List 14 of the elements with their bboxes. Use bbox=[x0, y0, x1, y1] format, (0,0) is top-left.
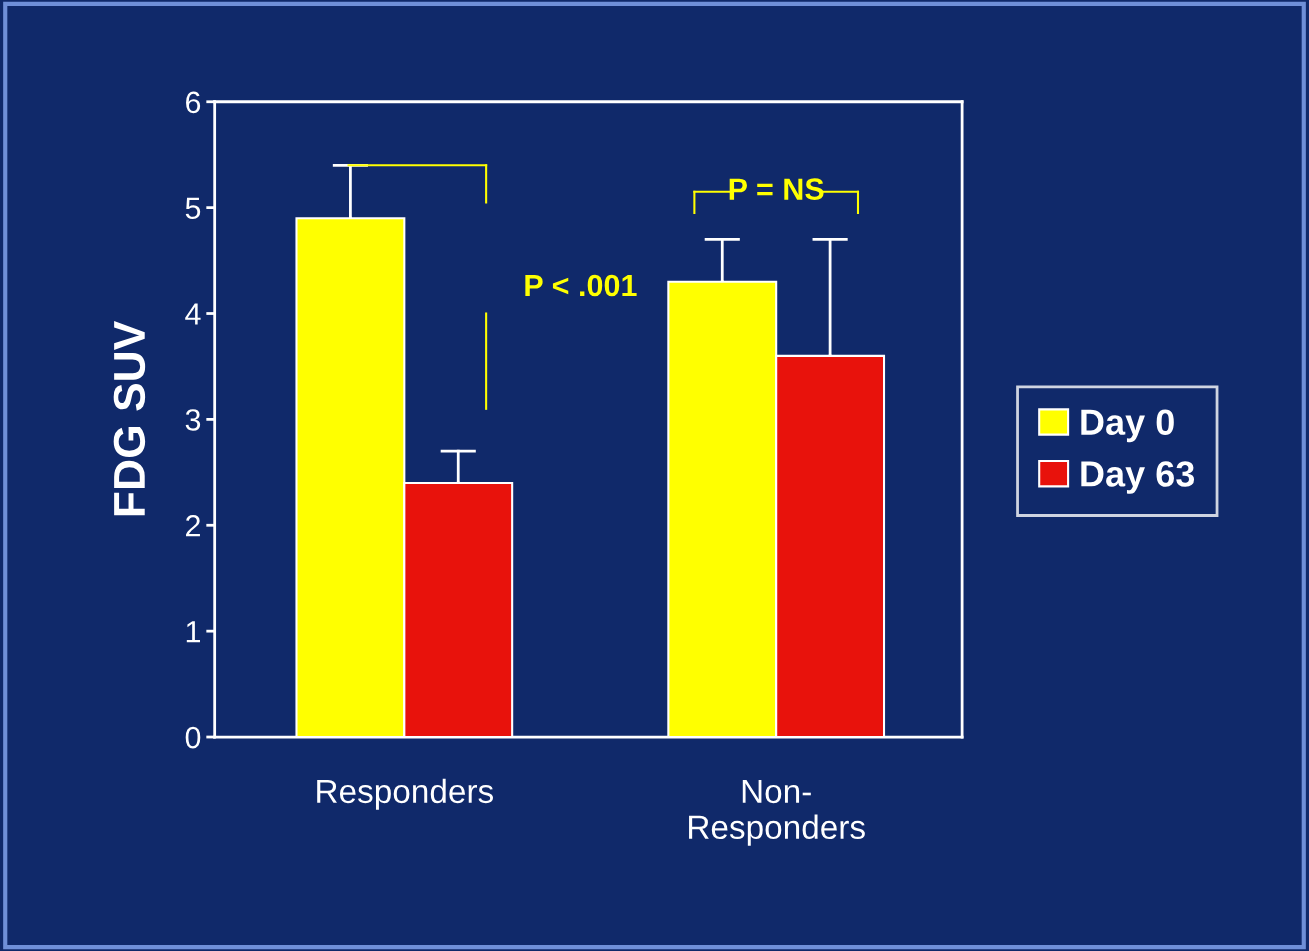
legend-label: Day 63 bbox=[1081, 461, 1195, 494]
y-tick-label: 2 bbox=[186, 515, 200, 537]
annotation: P = NS bbox=[729, 178, 824, 200]
y-tick-label: 5 bbox=[185, 197, 201, 220]
y-tick-label: 6 bbox=[186, 91, 201, 114]
y-axis-title: FDG SUV bbox=[113, 320, 146, 516]
y-tick-label: 4 bbox=[185, 303, 201, 325]
x-tick-label: Non- Responders bbox=[689, 779, 865, 846]
y-tick-label: 3 bbox=[185, 409, 201, 431]
annotation: P < .001 bbox=[525, 274, 637, 297]
x-tick-label: Responders bbox=[317, 778, 493, 810]
y-tick-label: 0 bbox=[185, 726, 201, 749]
y-tick-label: 1 bbox=[186, 621, 200, 643]
legend-label: Day 0 bbox=[1081, 409, 1174, 443]
